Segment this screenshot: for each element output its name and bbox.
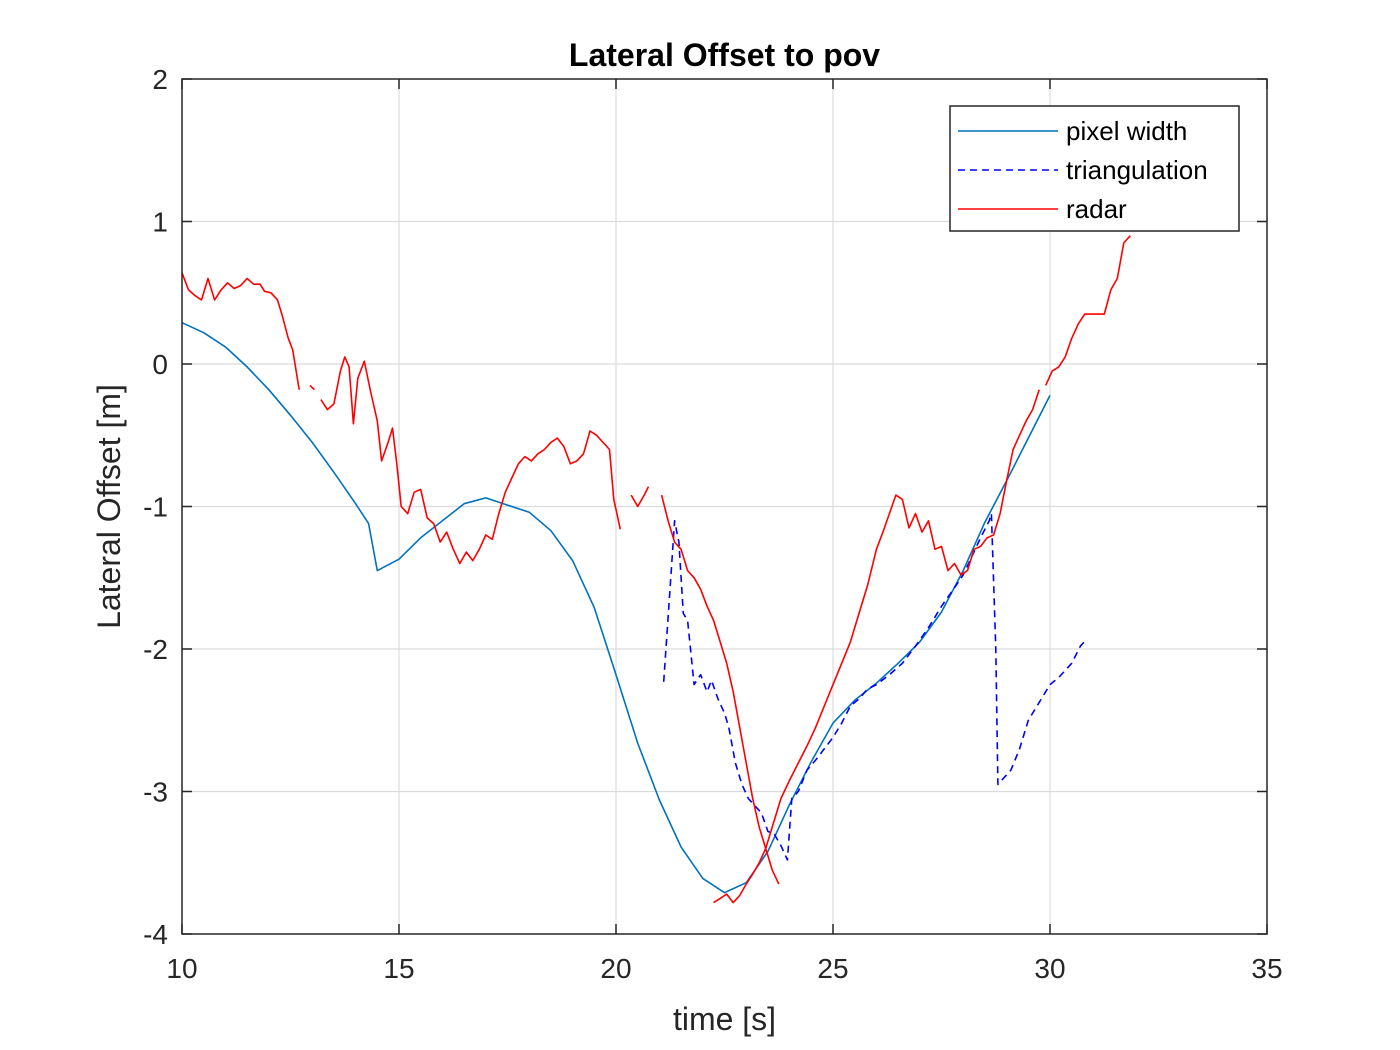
x-axis-label: time [s] bbox=[673, 1001, 776, 1037]
y-tick-label: -1 bbox=[143, 492, 168, 523]
x-tick-label: 35 bbox=[1251, 953, 1282, 984]
legend-box bbox=[949, 105, 1240, 232]
x-tick-label: 20 bbox=[600, 953, 631, 984]
y-tick-label: -4 bbox=[143, 919, 168, 950]
y-tick-label: 2 bbox=[152, 64, 168, 95]
x-axis-ticks: 10 15 20 25 30 35 bbox=[166, 79, 1283, 984]
series-group bbox=[181, 235, 1131, 904]
series-radar-line bbox=[630, 486, 650, 508]
series-radar-line bbox=[660, 494, 780, 885]
series-radar-line bbox=[309, 384, 315, 391]
chart-title: Lateral Offset to pov bbox=[569, 37, 880, 73]
y-tick-label: -2 bbox=[143, 634, 168, 665]
y-axis-ticks: 2 1 0 -1 -2 -3 -4 bbox=[143, 64, 1267, 950]
x-tick-label: 15 bbox=[383, 953, 414, 984]
legend-label-triangulation: triangulation bbox=[1066, 155, 1208, 185]
y-tick-label: -3 bbox=[143, 777, 168, 808]
series-radar-line bbox=[1044, 235, 1131, 386]
x-tick-label: 10 bbox=[166, 953, 197, 984]
x-tick-label: 25 bbox=[817, 953, 848, 984]
series-radar-line bbox=[713, 389, 1040, 904]
series-pixel-width-line bbox=[181, 321, 1051, 894]
legend-label-radar: radar bbox=[1066, 194, 1127, 224]
y-tick-label: 1 bbox=[152, 207, 168, 238]
series-radar-line bbox=[320, 356, 622, 565]
legend-label-pixel-width: pixel width bbox=[1066, 116, 1187, 146]
legend: pixel width triangulation radar bbox=[949, 105, 1240, 232]
y-tick-label: 0 bbox=[152, 349, 168, 380]
series-triangulation-line bbox=[662, 512, 1088, 861]
y-axis-label: Lateral Offset [m] bbox=[91, 384, 127, 629]
series-radar-line bbox=[181, 272, 300, 390]
x-tick-label: 30 bbox=[1034, 953, 1065, 984]
